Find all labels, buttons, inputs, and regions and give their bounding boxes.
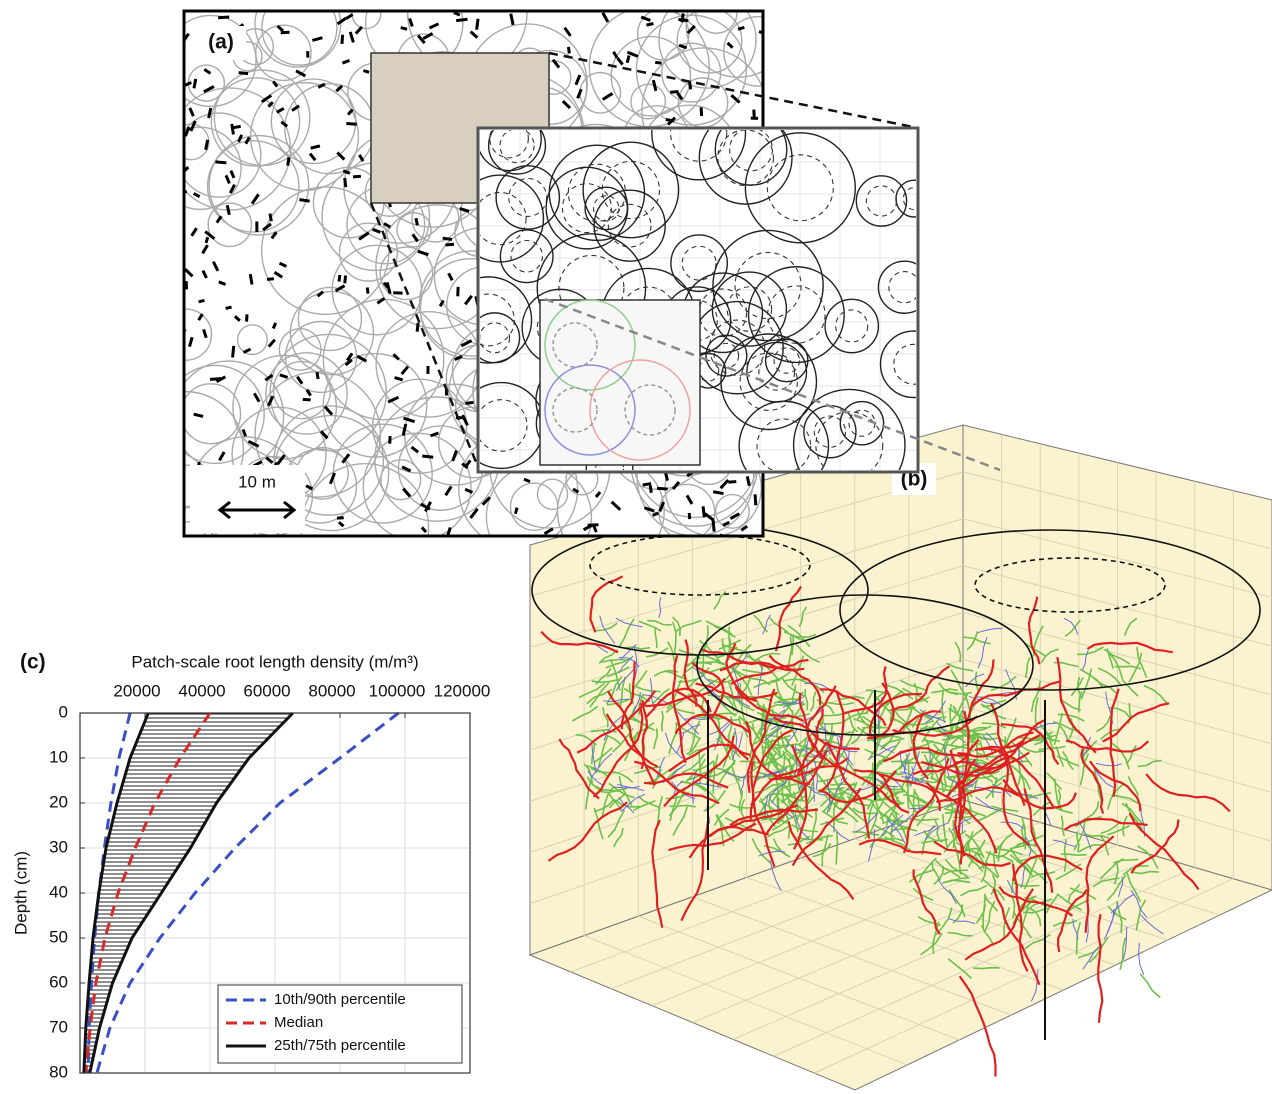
panel-label: (c)	[20, 651, 46, 674]
plant-mark	[755, 494, 756, 505]
plant-mark	[199, 300, 205, 301]
plant-mark	[345, 276, 346, 284]
x-tick-label: 100000	[369, 681, 426, 700]
root	[973, 968, 999, 969]
panel-label: (a)	[208, 31, 234, 54]
plant-mark	[515, 508, 517, 514]
x-tick-label: 80000	[308, 681, 355, 700]
plant-mark	[445, 244, 454, 245]
plant-mark	[456, 19, 467, 20]
plant-mark	[342, 35, 343, 44]
root	[684, 718, 710, 719]
plant-mark	[218, 17, 229, 18]
plant-mark	[317, 372, 318, 379]
plant-mark	[701, 107, 702, 116]
plant-mark	[713, 520, 714, 532]
x-tick-label: 60000	[243, 681, 290, 700]
root	[1140, 974, 1160, 998]
plant-mark	[738, 27, 744, 29]
plant-mark	[353, 176, 361, 177]
plant-mark	[227, 205, 229, 215]
plant-mark	[363, 71, 369, 73]
plant-mark	[232, 124, 234, 134]
plant-mark	[239, 73, 248, 74]
plant-mark	[209, 108, 211, 118]
y-axis-title: Depth (cm)	[11, 851, 30, 935]
plant-mark	[299, 200, 309, 202]
plant-mark	[288, 157, 289, 165]
plant-mark	[367, 288, 368, 294]
legend-label: Median	[274, 1014, 323, 1031]
plant-mark	[568, 47, 569, 54]
y-tick-label: 50	[49, 927, 68, 946]
y-tick-label: 70	[49, 1017, 68, 1036]
plant-mark	[465, 402, 473, 403]
plant-mark	[311, 146, 320, 148]
plant-mark	[666, 473, 668, 480]
plant-mark	[670, 92, 678, 93]
y-tick-label: 0	[59, 702, 68, 721]
plant-mark	[226, 307, 232, 308]
plant-mark	[655, 62, 661, 63]
x-tick-label: 120000	[434, 681, 491, 700]
y-tick-label: 40	[49, 882, 68, 901]
plant-mark	[713, 492, 723, 494]
legend-label: 25th/75th percentile	[274, 1037, 406, 1054]
x-tick-label: 40000	[178, 681, 225, 700]
plant-mark	[194, 79, 196, 88]
chart: (c) Patch-scale root length density (m/m…	[11, 651, 490, 1082]
page: (b) 10 m (a)	[0, 0, 1272, 1094]
root	[872, 763, 873, 796]
plant-mark	[339, 275, 340, 282]
x-tick-label: 20000	[113, 681, 160, 700]
plant-mark	[657, 488, 668, 489]
plant-mark	[643, 484, 651, 485]
plant-mark	[345, 178, 346, 187]
plant-mark	[270, 214, 271, 222]
plant-mark	[267, 279, 274, 280]
plant-mark	[401, 28, 407, 30]
y-tick-label: 20	[49, 792, 68, 811]
legend-label: 10th/90th percentile	[274, 991, 406, 1008]
plant-mark	[477, 19, 478, 30]
scale-label: 10 m	[238, 472, 276, 491]
plant-mark	[747, 476, 749, 485]
x-axis-title: Patch-scale root length density (m/m³)	[131, 652, 418, 671]
plant-mark	[588, 525, 599, 526]
plant-mark	[650, 485, 651, 493]
plant-mark	[303, 399, 311, 400]
y-tick-label: 30	[49, 837, 68, 856]
plant-mark	[210, 379, 221, 380]
plant-mark	[233, 346, 234, 358]
y-tick-label: 10	[49, 747, 68, 766]
plant-mark	[206, 237, 208, 243]
plant-mark	[215, 162, 226, 163]
plant-mark	[416, 218, 418, 225]
y-tick-label: 80	[49, 1062, 68, 1081]
plant-mark	[417, 323, 418, 332]
plant-mark	[346, 124, 356, 125]
plant-mark	[703, 506, 704, 517]
y-tick-label: 60	[49, 972, 68, 991]
plant-mark	[682, 13, 683, 22]
plant-mark	[646, 23, 653, 25]
plant-mark	[422, 456, 433, 457]
plant-mark	[206, 140, 208, 150]
figure: (b) 10 m (a)	[0, 0, 1272, 1094]
plant-mark	[627, 55, 629, 62]
plant-mark	[250, 274, 252, 284]
plant-mark	[443, 238, 452, 239]
